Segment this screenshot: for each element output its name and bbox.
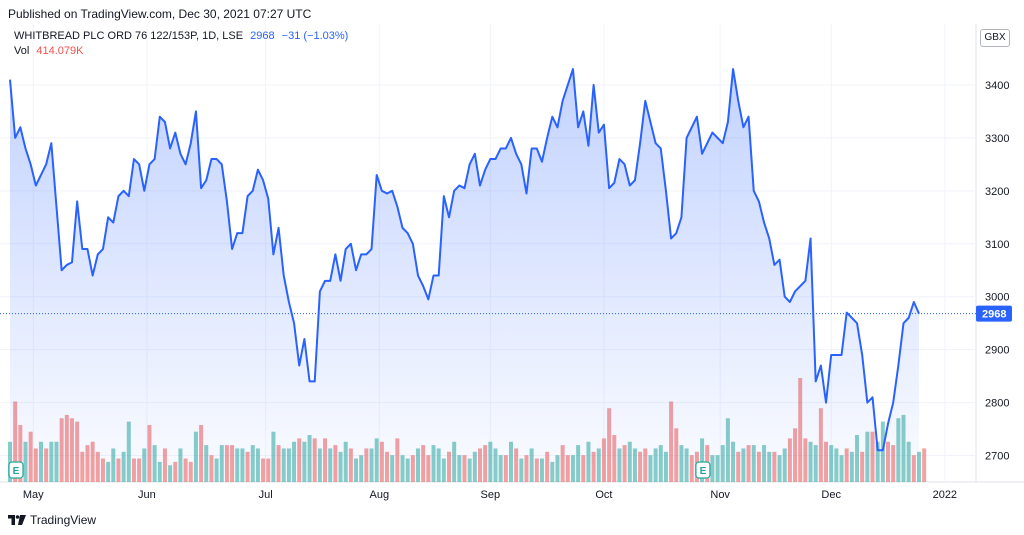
price-line [9,68,920,452]
earnings-marker-box [8,461,24,479]
published-label: Published on TradingView.com, Dec 30, 20… [8,7,312,21]
earnings-marker-glyph: E [13,466,20,477]
x-tick-label: Sep [481,489,501,501]
y-tick-label: 3100 [985,239,1009,251]
last-price-label: 2968 [982,309,1006,321]
y-tick-label: 3200 [985,186,1009,198]
volume-value: 414.079K [36,45,84,57]
x-tick-label: Jun [138,489,156,501]
y-tick-label: 2900 [985,345,1009,357]
x-tick-label: Dec [821,489,841,501]
last-price-value: 2968 [250,30,275,42]
x-tick-label: Oct [595,489,612,501]
earnings-marker-box [695,461,711,479]
legend-main: WHITBREAD PLC ORD 76 122/153P, 1D, LSE 2… [14,30,352,42]
y-tick-label: 2700 [985,451,1009,463]
earnings-marker-glyph: E [700,466,707,477]
price-series-line [9,68,920,452]
tradingview-branding[interactable]: TradingView [8,513,96,527]
brand-label: TradingView [30,513,97,527]
y-tick-label: 3400 [985,80,1009,92]
y-tick-label: 3000 [985,292,1009,304]
y-tick-label: 2800 [985,398,1009,410]
last-price-tag [976,305,1012,322]
price-area [10,69,919,482]
x-tick-label: Jul [259,489,273,501]
price-change-value: −31 (−1.03%) [281,30,349,42]
tradingview-logo-icon [8,515,26,525]
x-tick-label: Nov [710,489,730,501]
price-area-fill [10,69,919,482]
legend-volume: Vol 414.079K [14,45,87,57]
earnings-marker-icon: E [695,461,711,479]
symbol-label: WHITBREAD PLC ORD 76 122/153P, 1D, LSE [14,30,244,42]
price-axis: 2700 2800 2900 3000 3100 3200 3300 3400 2968 [0,80,1012,463]
volume-label: Vol [14,45,30,57]
x-tick-label: Aug [369,489,389,501]
x-tick-label: May [23,489,44,501]
currency-button[interactable]: GBX [980,29,1010,47]
x-tick-label: 2022 [933,489,957,501]
time-axis: May Jun Jul Aug Sep Oct Nov Dec 2022 [23,489,957,501]
volume-bar [922,448,927,482]
earnings-marker-icon: E [8,461,24,479]
y-tick-label: 3300 [985,133,1009,145]
